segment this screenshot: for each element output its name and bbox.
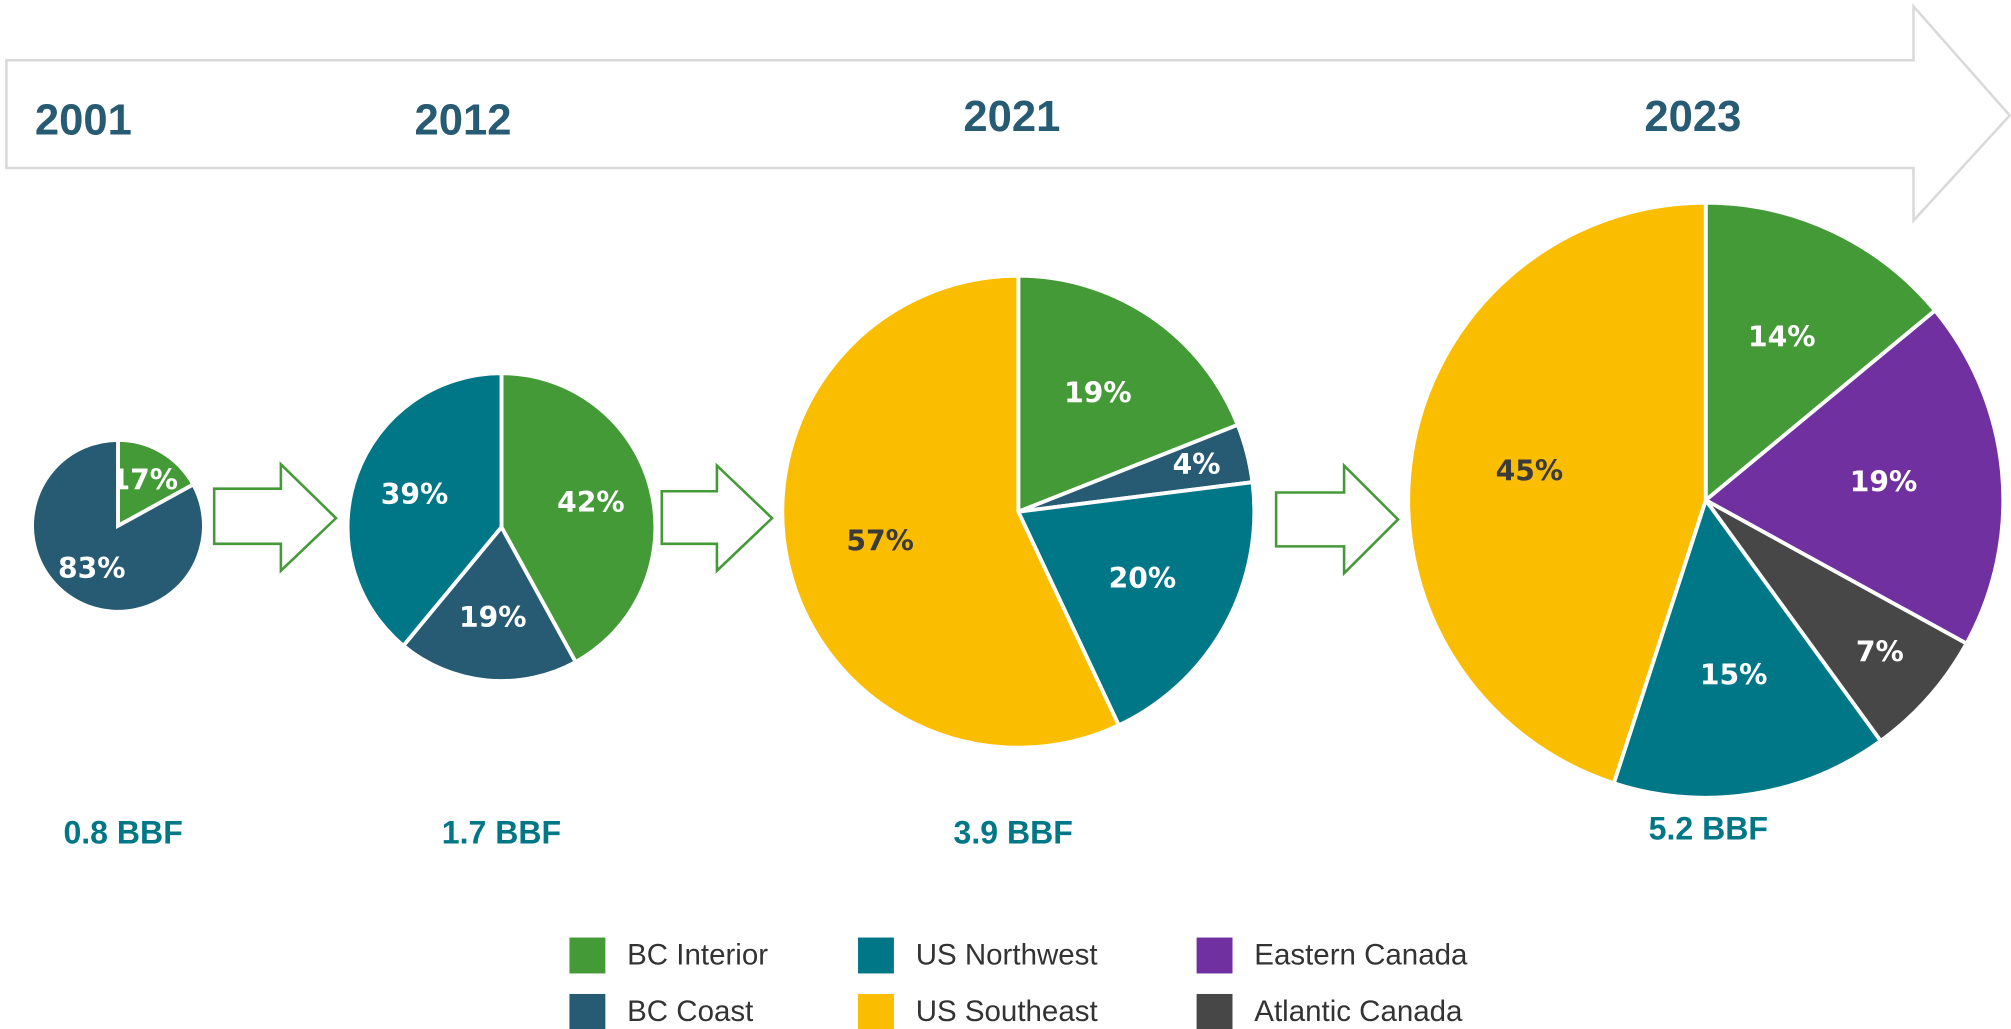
legend-swatch [1196, 937, 1233, 974]
legend-label: US Northwest [916, 939, 1098, 972]
pie-slice [1704, 498, 1970, 744]
slice-label: 45% [1496, 454, 1564, 487]
legend-label: US Southeast [916, 995, 1098, 1028]
year-title: 2023 [1644, 93, 1741, 141]
legend-label: Eastern Canada [1254, 939, 1468, 972]
pie-slice [1015, 480, 1257, 728]
pie-slice [116, 437, 196, 530]
slice-label: 83% [58, 552, 126, 585]
pie-slice [1703, 200, 1938, 505]
year-title: 2021 [963, 93, 1060, 141]
step-arrow [660, 462, 774, 574]
pie-slice [1702, 307, 2006, 647]
total-caption: 5.2 BBF [1649, 811, 1768, 847]
pie-slice [345, 371, 504, 649]
timeline-arrow [5, 3, 2011, 224]
year-title: 2012 [414, 97, 511, 145]
step-arrows [212, 461, 1400, 577]
legend-swatch [858, 937, 894, 974]
legend-label: BC Coast [627, 995, 753, 1028]
slice-label: 7% [1856, 636, 1904, 669]
year-title: 2001 [35, 97, 132, 145]
slice-label: 19% [1850, 465, 1918, 498]
total-caption: 0.8 BBF [63, 814, 182, 850]
legend-label: Atlantic Canada [1254, 995, 1463, 1028]
slice-label: 57% [846, 525, 914, 558]
pie-slice [1406, 200, 1708, 786]
slice-label: 42% [557, 486, 625, 519]
pie-slice [400, 523, 579, 683]
slice-label: 14% [1748, 321, 1816, 354]
legend-label: BC Interior [627, 939, 768, 972]
legend-swatch [858, 993, 894, 1029]
pie-slice [1611, 496, 1884, 800]
legend-swatch [569, 993, 606, 1029]
total-caption: 3.9 BBF [954, 814, 1073, 850]
pie-slice [30, 437, 206, 614]
pie-slice [1016, 273, 1241, 515]
total-caption: 1.7 BBF [442, 814, 561, 850]
slice-label: 15% [1700, 659, 1768, 692]
slice-label: 19% [459, 601, 527, 634]
pie-slice [499, 371, 658, 665]
legend-swatch [569, 937, 606, 974]
slice-label: 4% [1173, 448, 1221, 481]
legend-swatch [1196, 993, 1233, 1029]
slice-label: 39% [381, 478, 449, 511]
step-arrow [212, 461, 338, 574]
slice-label: 17% [110, 463, 178, 496]
pie-slice [780, 273, 1122, 750]
step-arrow [1274, 462, 1400, 577]
slice-label: 20% [1109, 562, 1177, 595]
slice-label: 19% [1064, 377, 1132, 410]
